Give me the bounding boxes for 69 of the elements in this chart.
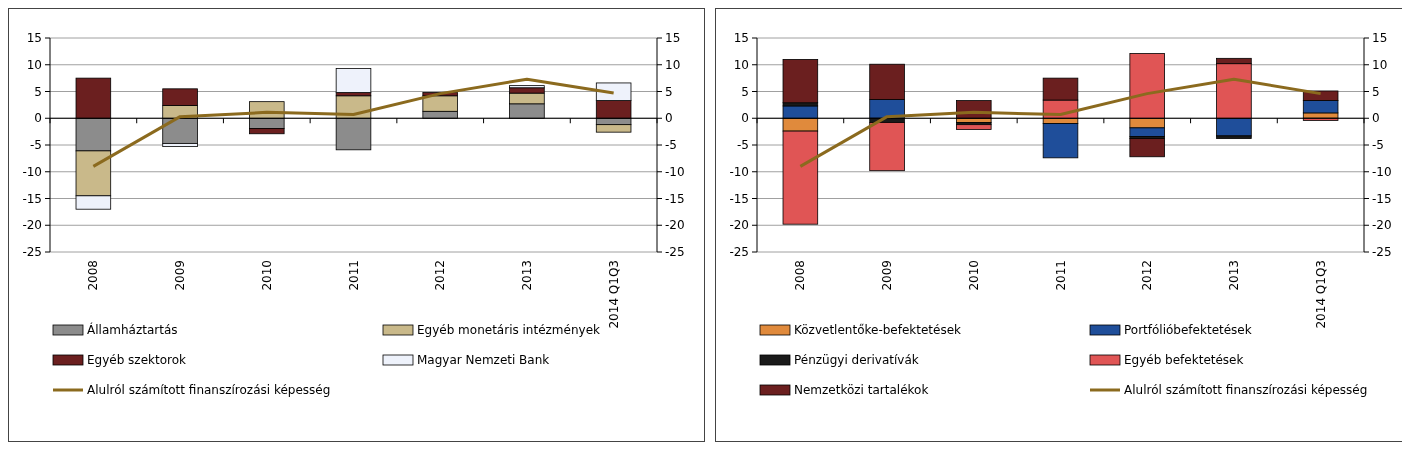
bar [782, 59, 819, 104]
x-tick-label: 2014 Q1Q3 [1313, 260, 1328, 329]
y-tick-label: 10 [733, 57, 749, 72]
y2-tick-label: 0 [1372, 111, 1380, 126]
legend-label: Portfólióbefektetések [1124, 323, 1252, 337]
x-tick-label: 2008 [86, 260, 101, 291]
legend-label: Magyar Nemzeti Bank [417, 353, 550, 367]
legend-label: Alulról számított finanszírozási képesség [87, 383, 331, 397]
y2-tick-label: -10 [665, 164, 685, 179]
y2-tick-label: 10 [665, 57, 681, 72]
y2-tick-label: 5 [1372, 84, 1380, 99]
bar [1129, 138, 1165, 158]
y-tick-label: -5 [737, 138, 749, 152]
y2-tick-label: 5 [665, 84, 673, 99]
y-tick-label: -15 [729, 191, 749, 206]
y-tick-label: -10 [729, 164, 749, 179]
legend-label: Alulról számított finanszírozási képesség [1124, 383, 1368, 397]
y-tick-label: -10 [22, 164, 42, 179]
y-tick-label: -20 [729, 218, 749, 233]
legend-label: Államháztartás [87, 322, 178, 337]
x-tick-label: 2008 [793, 260, 808, 291]
line-series [91, 77, 616, 168]
legend-label: Nemzetközi tartalékok [794, 383, 929, 397]
x-tick-label: 2013 [519, 260, 534, 291]
y-tick-label: 15 [733, 31, 749, 45]
x-tick-label: 2011 [1053, 260, 1068, 291]
y-tick-label: -20 [22, 218, 42, 233]
y-tick-label: -15 [22, 191, 42, 206]
y2-tick-label: -15 [1372, 191, 1392, 206]
bar [335, 68, 372, 93]
legend-label: Egyéb szektorok [87, 353, 187, 367]
y-tick-label: 5 [741, 84, 749, 99]
bar [956, 124, 992, 130]
y-tick-label: 0 [741, 111, 749, 126]
x-tick-label: 2010 [259, 260, 274, 291]
y-tick-label: 0 [34, 111, 42, 126]
y2-tick-label: -5 [665, 138, 677, 152]
bar [1042, 123, 1079, 159]
y2-tick-label: -25 [1372, 245, 1392, 259]
legend-label: Közvetlentőke-befektetések [794, 323, 962, 337]
y2-tick-label: 15 [665, 31, 681, 45]
y2-tick-label: -5 [1372, 138, 1384, 152]
legend-label: Egyéb monetáris intézmények [417, 323, 601, 337]
y2-tick-label: -20 [1372, 218, 1392, 233]
y2-tick-label: -10 [1372, 164, 1392, 179]
y2-tick-label: 0 [665, 111, 673, 126]
y2-tick-label: 15 [1372, 31, 1388, 45]
x-tick-label: 2012 [433, 260, 448, 291]
y-tick-label: -25 [729, 245, 749, 259]
y-tick-label: -25 [22, 245, 42, 259]
x-tick-label: 2011 [346, 260, 361, 291]
y2-tick-label: -20 [665, 218, 685, 233]
y2-tick-label: -15 [665, 191, 685, 206]
x-tick-label: 2010 [966, 260, 981, 291]
y2-tick-label: 10 [1372, 57, 1388, 72]
x-tick-label: 2014 Q1Q3 [606, 260, 621, 329]
x-tick-label: 2013 [1226, 260, 1241, 291]
y2-tick-label: -25 [665, 245, 685, 259]
line-series [798, 77, 1323, 168]
legend-label: Egyéb befektetések [1124, 353, 1244, 367]
x-tick-label: 2012 [1140, 260, 1155, 291]
y-tick-label: 10 [26, 57, 42, 72]
x-tick-label: 2009 [173, 260, 188, 291]
x-tick-label: 2009 [880, 260, 895, 291]
y-tick-label: 5 [34, 84, 42, 99]
y-tick-label: -5 [30, 138, 42, 152]
bar [869, 122, 905, 172]
y-tick-label: 15 [26, 31, 42, 45]
legend-label: Pénzügyi derivatívák [794, 353, 919, 367]
